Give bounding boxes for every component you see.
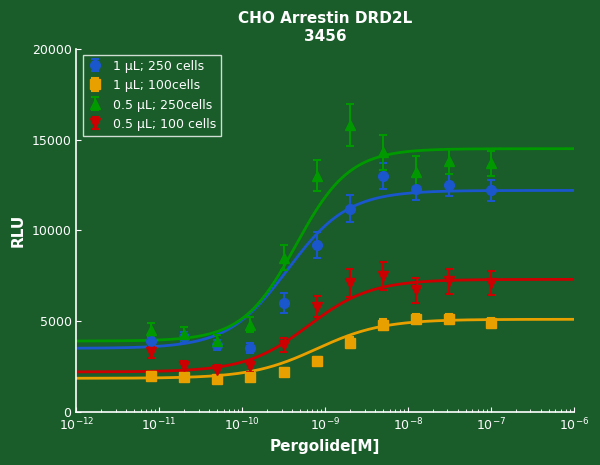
Y-axis label: RLU: RLU	[11, 214, 26, 247]
Legend: 1 μL; 250 cells, 1 μL; 100cells, 0.5 μL; 250cells, 0.5 μL; 100 cells: 1 μL; 250 cells, 1 μL; 100cells, 0.5 μL;…	[83, 55, 221, 136]
X-axis label: Pergolide[M]: Pergolide[M]	[270, 439, 380, 454]
Title: CHO Arrestin DRD2L
3456: CHO Arrestin DRD2L 3456	[238, 11, 412, 44]
